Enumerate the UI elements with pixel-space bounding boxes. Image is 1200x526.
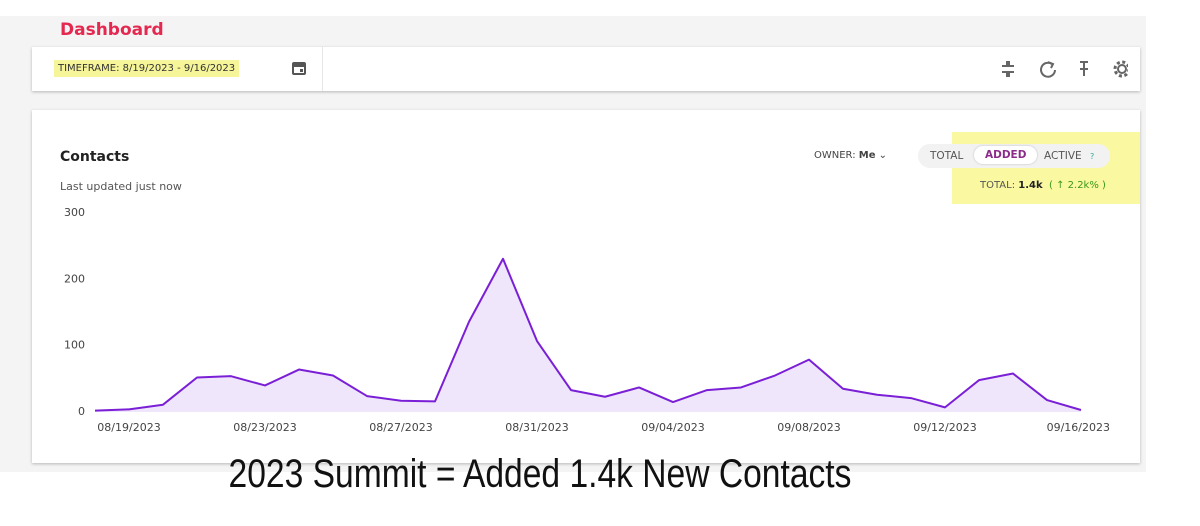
widget-title: Contacts — [60, 149, 130, 165]
x-tick-label: 08/27/2023 — [369, 421, 432, 434]
caption: 2023 Summit = Added 1.4k New Contacts — [228, 452, 852, 496]
owner-filter[interactable]: OWNER: Me ⌄ — [814, 150, 888, 161]
x-tick-label: 09/04/2023 — [641, 421, 704, 434]
divider — [322, 47, 323, 91]
help-icon[interactable]: ? — [1090, 152, 1095, 161]
owner-label: OWNER: — [814, 150, 856, 161]
y-tick-label: 0 — [78, 405, 85, 418]
area — [95, 258, 1081, 412]
y-tick-label: 200 — [64, 272, 85, 285]
x-tick-label: 09/12/2023 — [913, 421, 976, 434]
y-tick-label: 300 — [64, 206, 85, 219]
y-tick-label: 100 — [64, 339, 85, 352]
tab-active[interactable]: ACTIVE — [1044, 150, 1082, 162]
dashboard-title: Dashboard — [60, 20, 164, 40]
tab-added[interactable]: ADDED — [974, 146, 1038, 164]
x-tick-label: 09/16/2023 — [1047, 421, 1110, 434]
owner-value: Me — [858, 150, 876, 161]
toolbar-icons[interactable] — [998, 59, 1128, 79]
x-tick-label: 09/08/2023 — [777, 421, 840, 434]
x-tick-label: 08/19/2023 — [97, 421, 160, 434]
tab-total[interactable]: TOTAL — [930, 150, 964, 162]
updated-note: Last updated just now — [60, 180, 182, 193]
calendar-icon[interactable] — [290, 59, 308, 77]
x-tick-label: 08/23/2023 — [233, 421, 296, 434]
total-value: 1.4k — [1018, 180, 1043, 191]
total-label: TOTAL: — [980, 180, 1016, 191]
line — [94, 257, 1082, 412]
timeframe[interactable]: TIMEFRAME: 8/19/2023 - 9/16/2023 — [54, 60, 240, 77]
toolbar: TIMEFRAME: 8/19/2023 - 9/16/2023 — [32, 47, 1140, 91]
total-change: ( ↑ 2.2k% ) — [1049, 180, 1106, 191]
x-tick-label: 08/31/2023 — [505, 421, 568, 434]
total-summary: TOTAL: 1.4k ( ↑ 2.2k% ) — [980, 180, 1106, 191]
